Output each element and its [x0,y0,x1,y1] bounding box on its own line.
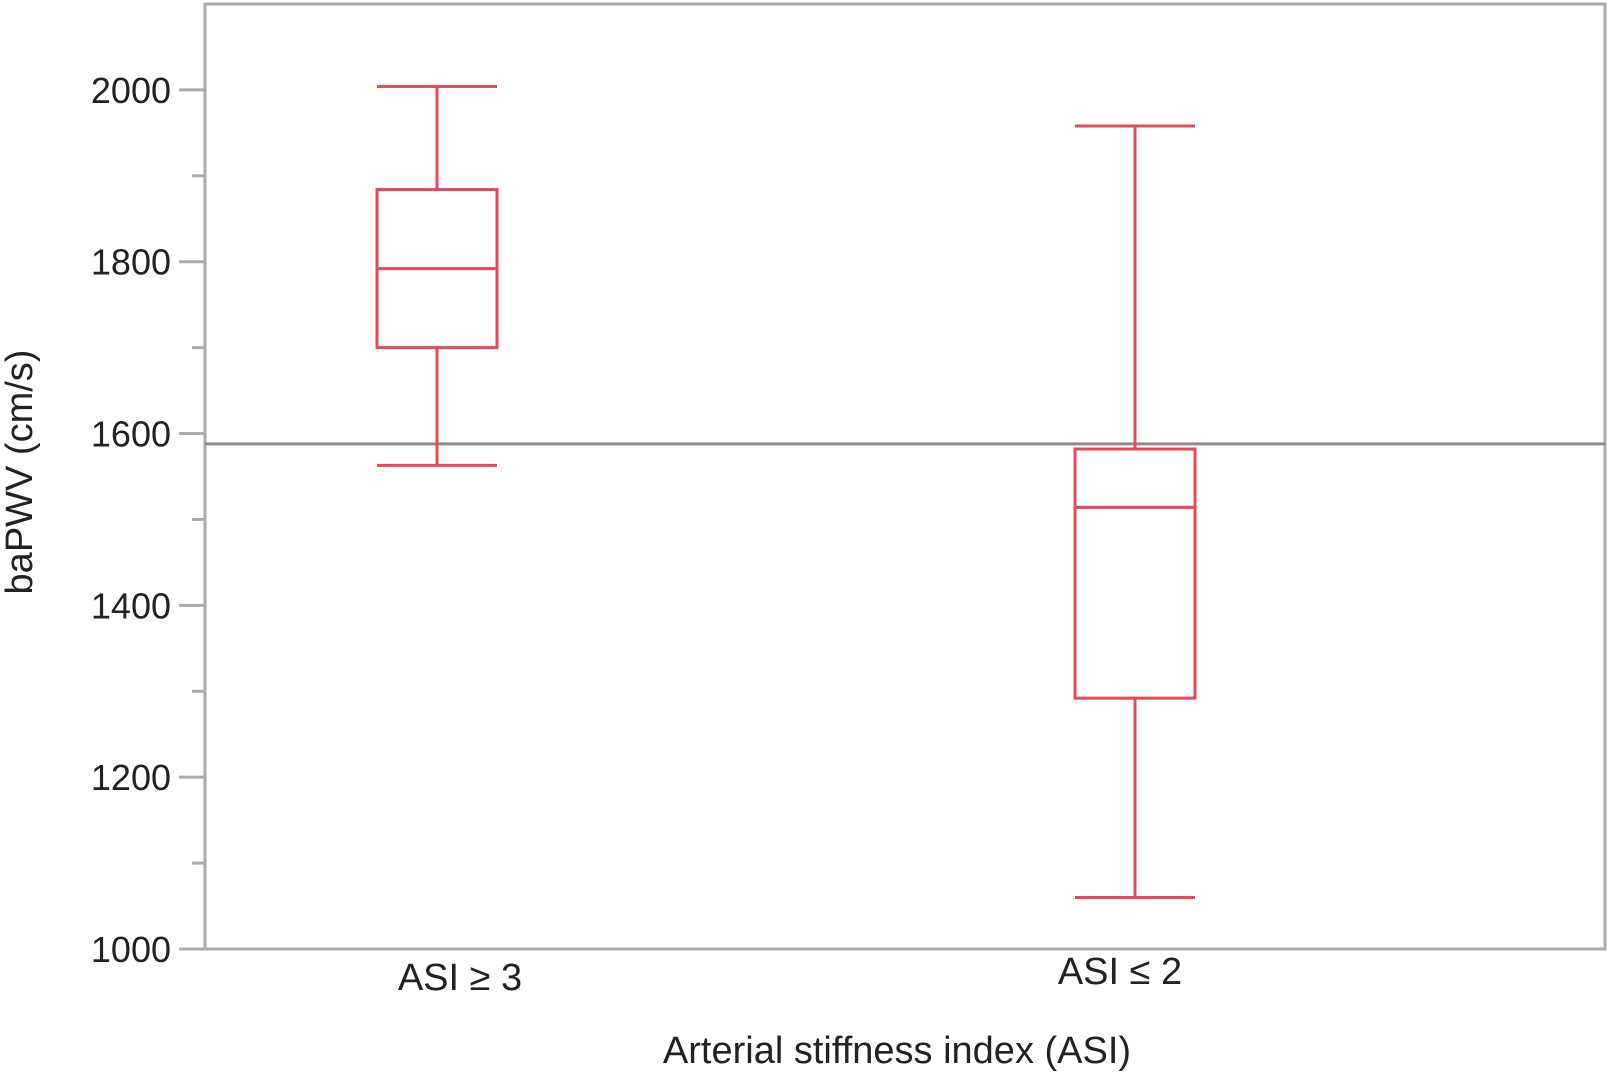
y-tick-label-1600: 1600 [91,414,171,455]
iqr-box [1073,447,1197,700]
plot-frame [203,2,1607,951]
x-axis: ASI ≥ 3 ASI ≤ 2 [398,951,1182,999]
y-tick-label-2000: 2000 [91,70,171,111]
box-group-1 [375,84,499,467]
x-category-label-1: ASI ≥ 3 [398,957,522,999]
y-axis-title: baPWV (cm/s) [0,350,41,595]
y-tick-label-1800: 1800 [91,242,171,283]
y-tick-label-1000: 1000 [91,929,171,970]
box-group-2 [1073,124,1197,899]
x-category-label-2: ASI ≤ 2 [1058,951,1182,993]
x-axis-title: Arterial stiffness index (ASI) [663,1030,1131,1072]
y-axis: 1000 1200 1400 1600 1800 2000 [91,70,205,970]
y-tick-label-1400: 1400 [91,585,171,626]
y-tick-label-1200: 1200 [91,757,171,798]
boxes-layer [375,84,1197,899]
